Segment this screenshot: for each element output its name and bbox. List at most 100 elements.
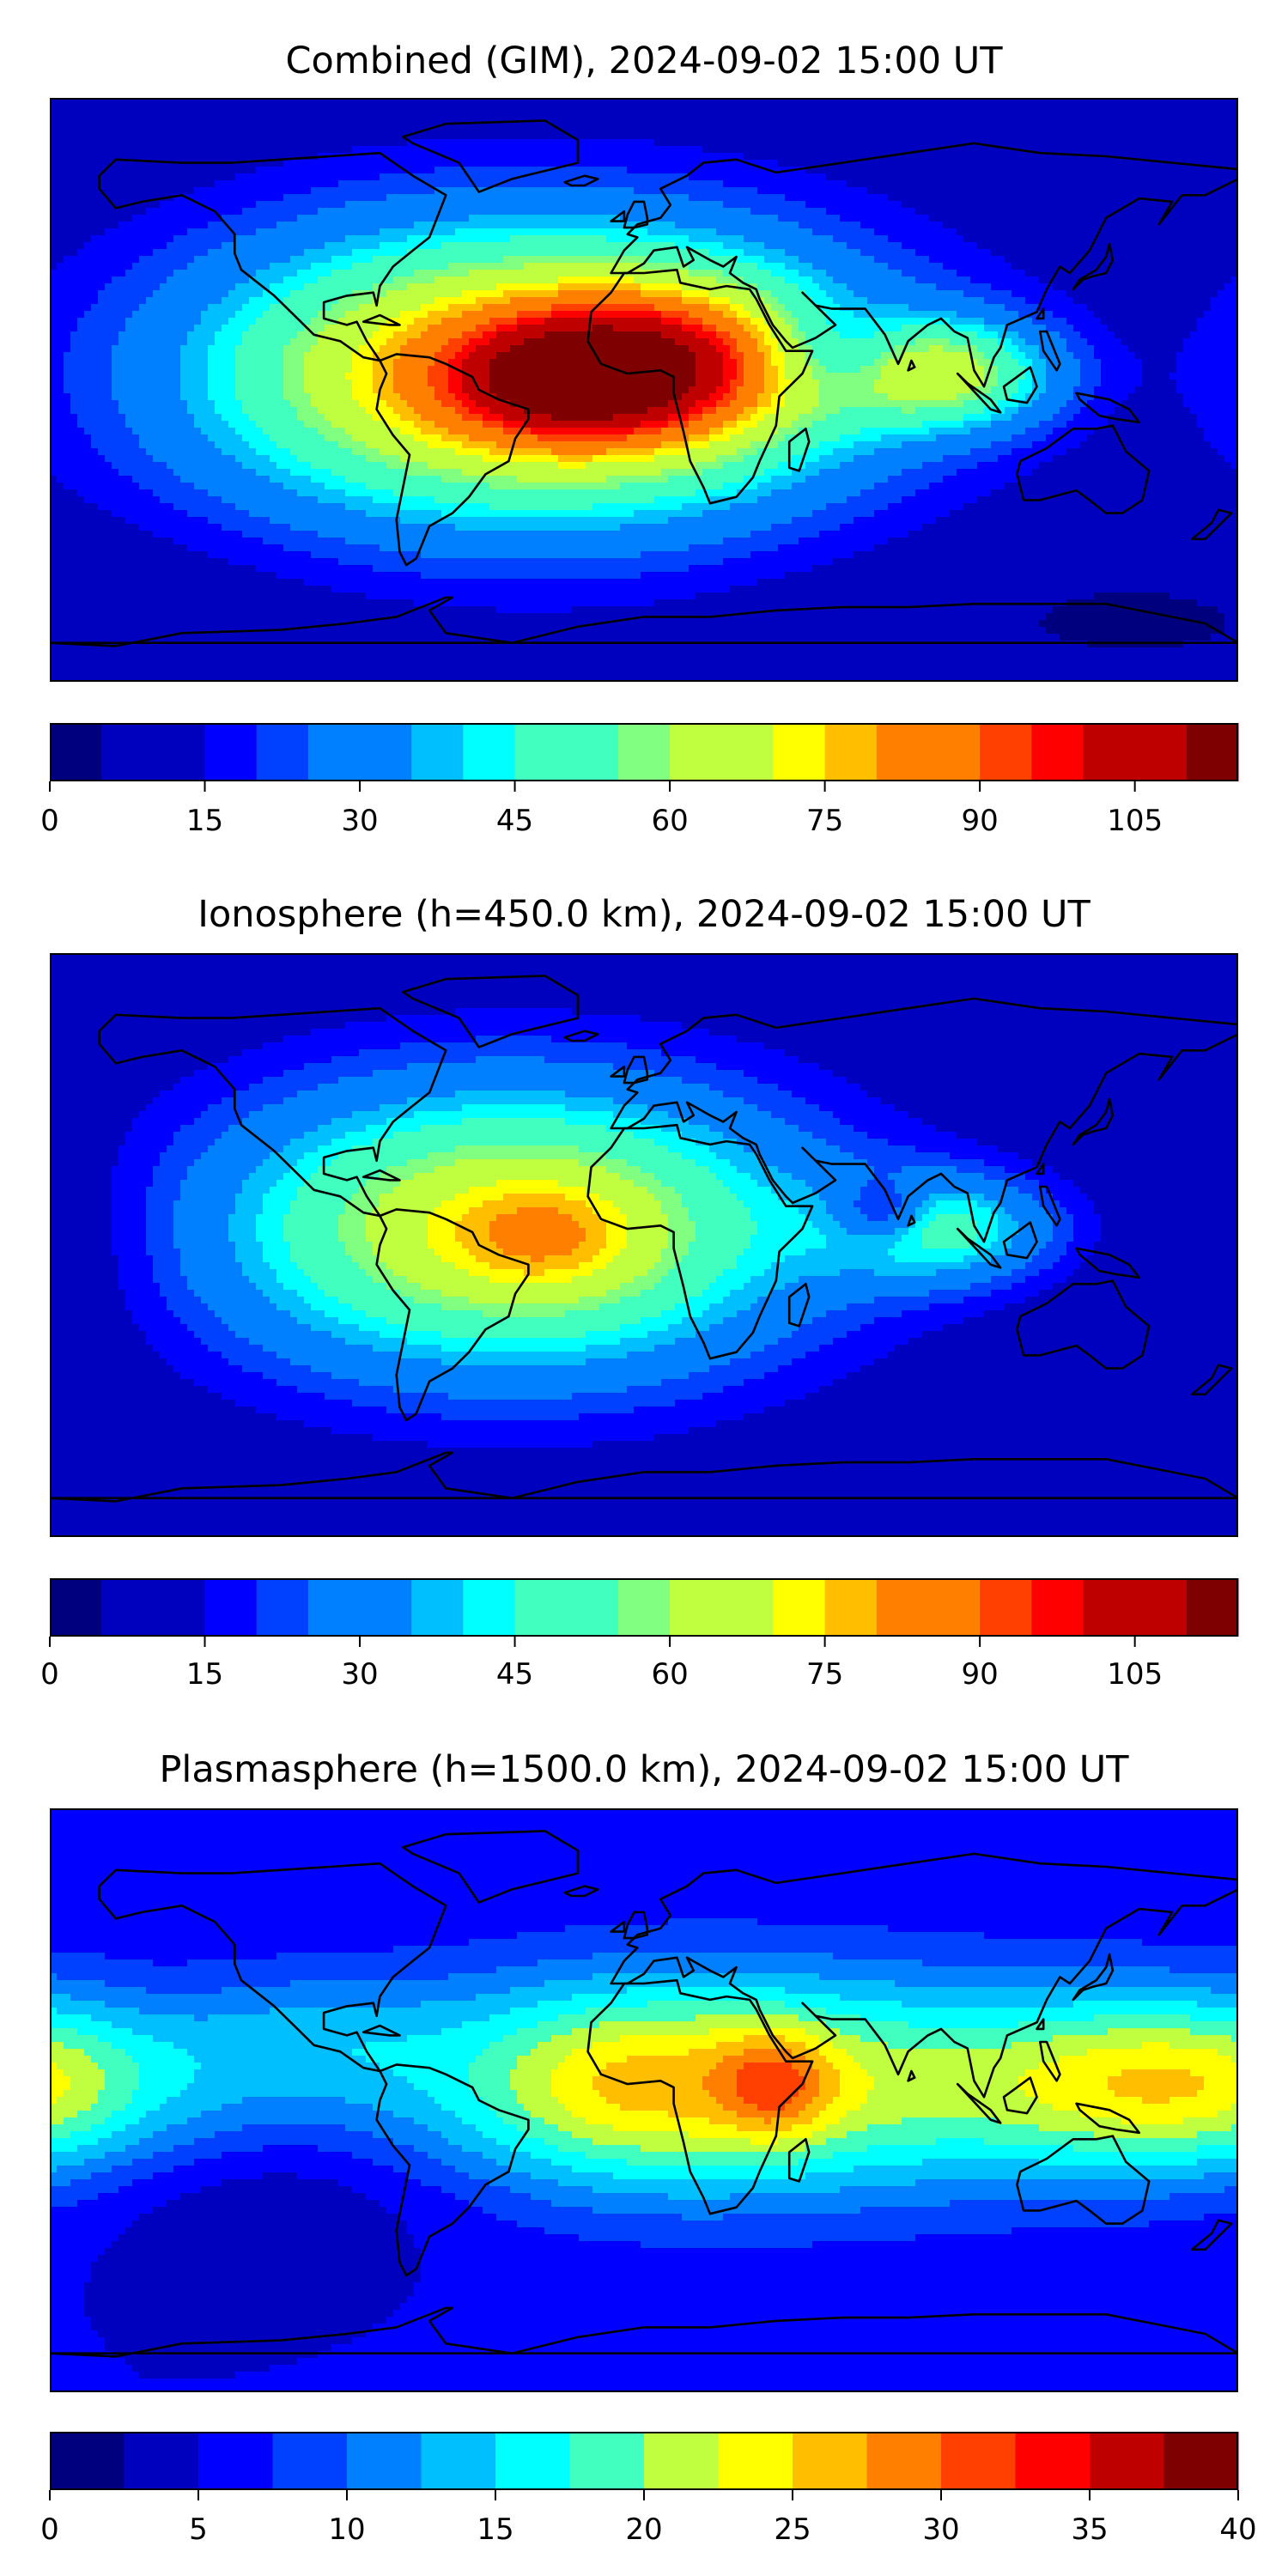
coastline [563,174,599,187]
coastline [1039,330,1061,372]
colorbar-tick-label: 30 [922,2512,959,2547]
coastline [375,353,530,567]
colorbar-swatch [124,2432,199,2490]
colorbar-swatch [1186,1578,1239,1637]
colorbar-tick-label: 0 [40,804,59,838]
coastline [1072,1097,1115,1146]
colorbar-swatch [876,1578,929,1637]
colorbar-swatch [153,723,206,781]
map-frame [50,98,1238,682]
colorbar-swatch [1186,723,1239,781]
colorbar-swatch [566,1578,619,1637]
colorbar-swatch [876,723,929,781]
field-contours [50,98,1238,682]
colorbar-swatch [204,723,258,781]
colorbar-tick-label: 35 [1071,2512,1108,2547]
colorbar-tick-label: 75 [806,1657,843,1692]
coastline [563,1885,599,1898]
colorbar-tick-label: 0 [40,2512,59,2547]
colorbar-combined [49,723,1239,792]
coastline [623,1055,649,1084]
colorbar-swatch [272,2432,348,2490]
colorbar-swatch [495,2432,570,2490]
colorbar-swatch [941,2432,1016,2490]
colorbar-swatch [1163,2432,1239,2490]
coastline [1072,242,1115,291]
colorbar-swatch [50,1578,102,1637]
colorbar-swatch [824,1578,878,1637]
coastline [610,210,626,222]
colorbar-swatch [256,723,309,781]
coastline [1036,307,1045,320]
colorbar-tick-label: 90 [961,1657,998,1692]
colorbar-swatch [50,723,102,781]
colorbar-swatch [307,723,361,781]
coastlines [50,975,1238,1503]
coastline [402,975,580,1048]
colorbar-swatch [644,2432,719,2490]
coastline [787,2137,811,2183]
colorbar-swatch [1015,2432,1091,2490]
coastline [375,2063,530,2277]
colorbar-swatch [50,2432,125,2490]
colorbar-swatch [617,723,671,781]
coastline [610,1920,626,1933]
coastline [623,1911,649,1940]
coastline [1002,2076,1038,2115]
colorbar-swatch [866,2432,942,2490]
coastline [1039,2040,1061,2082]
coastline [1190,508,1233,541]
field-contours [50,953,1238,1537]
colorbar-swatch [566,723,619,781]
coastline [907,359,916,372]
colorbar-tick-label: 75 [806,804,843,838]
coastline [50,1451,1238,1503]
colorbar-frame [50,723,1238,781]
coastline [1016,1279,1151,1370]
coastline [1075,2102,1140,2135]
coastline [361,1169,401,1182]
colorbar-swatch [1083,1578,1136,1637]
panel-title-combined: Combined (GIM), 2024-09-02 15:00 UT [0,39,1288,82]
colorbar-swatch [1031,723,1084,781]
colorbar-swatch [256,1578,309,1637]
colorbar-swatch [1090,2432,1164,2490]
colorbar-swatch [360,1578,412,1637]
colorbar-swatch [204,1578,258,1637]
colorbar-swatch [101,723,154,781]
coastline [586,1123,814,1360]
colorbar-tick-label: 15 [186,1657,223,1692]
colorbar-swatch [793,2432,867,2490]
colorbar-swatch [927,1578,981,1637]
coastline [1039,1185,1061,1227]
colorbar-ticks-combined: 0 15 30 45 60 75 90 105 [40,804,1238,838]
coastline [956,2082,1002,2124]
colorbar-ticks-plasmasphere: 0 5 10 15 20 25 30 35 40 [40,2512,1256,2547]
colorbar-swatch [463,723,516,781]
colorbar-swatch [980,723,1032,781]
coastline [1036,2018,1045,2031]
colorbar-swatch [411,723,464,781]
colorbar-swatch [824,723,878,781]
colorbar-swatch [927,723,981,781]
colorbar-swatch [360,723,412,781]
coastline [586,268,814,505]
colorbar-swatch [980,1578,1032,1637]
coastline [1072,1953,1115,2002]
coastline [361,2024,401,2037]
coastline [1036,1163,1045,1176]
colorbar-swatch [1134,723,1188,781]
colorbar-swatch [198,2432,273,2490]
coastline [787,427,811,472]
coastline [907,1214,916,1227]
coastline [1190,1364,1233,1396]
colorbar-tick-label: 5 [189,2512,208,2547]
map-frame [50,953,1238,1537]
coastline [563,1030,599,1042]
coastline [610,997,1238,1243]
coastline [1016,2135,1151,2225]
colorbar-tick-label: 40 [1219,2512,1256,2547]
colorbar-swatch [617,1578,671,1637]
colorbar-tick-label: 45 [496,804,533,838]
coastline [50,2306,1238,2358]
